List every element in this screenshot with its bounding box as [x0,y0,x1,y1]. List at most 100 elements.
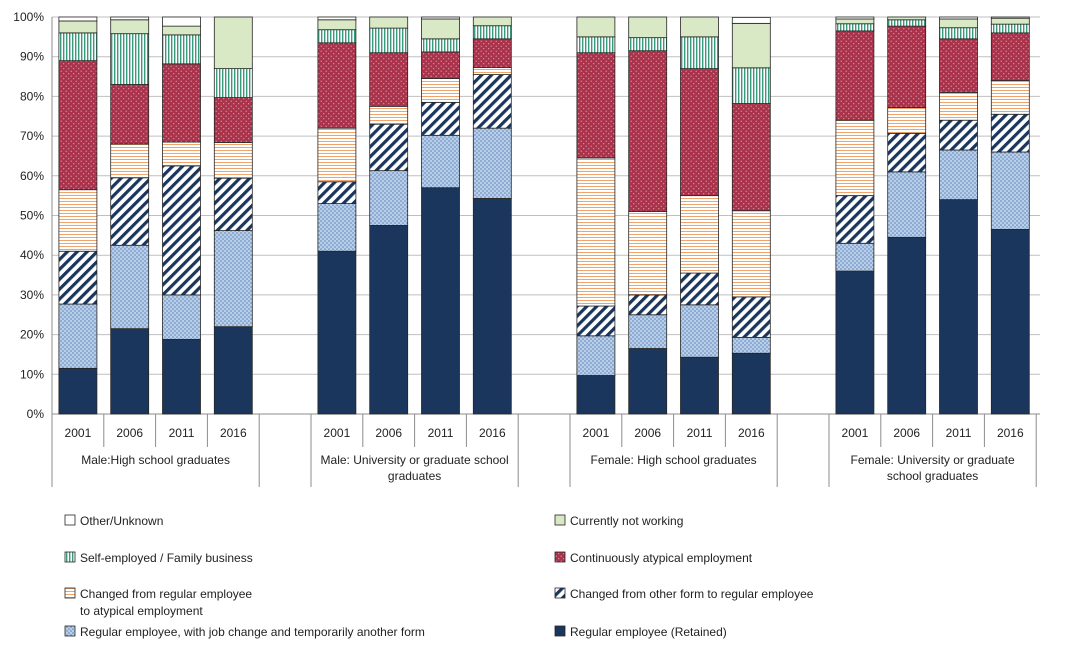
bar-segment-retained [887,236,927,415]
legend-item-atypical: Continuously atypical employment [554,551,753,565]
bar-segment-job_change [939,149,978,201]
x-tick-label: 2011 [428,426,454,440]
bar-segment-self_employed [58,32,98,62]
bar-segment-other_to_regular [939,119,978,151]
bar-segment-job_change [472,127,512,199]
bar-segment-regular_to_atypical [731,210,771,298]
bar-segment-job_change [162,294,201,340]
bar-segment-retained [939,199,978,415]
x-tick-label: 2006 [116,426,143,440]
bar-segment-self_employed [990,23,1030,34]
legend-label: Regular employee, with job change and te… [80,625,425,639]
bar-segment-self_employed [472,25,512,40]
legend-label: to atypical employment [80,604,203,618]
bar-segment-other_to_regular [731,296,771,338]
bar-segment-other_unknown [421,16,460,20]
legend-swatch [64,625,76,637]
bar-segment-job_change [58,303,98,369]
legend-label: Regular employee (Retained) [570,625,727,639]
bar-segment-other_to_regular [317,181,357,204]
bar-segment-atypical [472,38,512,68]
bar-segment-not_working [472,16,512,27]
y-tick-label: 20% [20,328,44,342]
bar-segment-not_working [576,16,616,38]
legend-swatch [64,587,76,599]
y-tick-label: 100% [13,10,44,24]
bar-segment-self_employed [731,67,771,104]
bar-segment-other_to_regular [990,113,1030,153]
legend-label: Continuously atypical employment [570,551,753,565]
bar-segment-regular_to_atypical [887,107,927,134]
bar-segment-other_unknown [110,16,150,21]
bar-segment-atypical [887,25,927,108]
x-tick-label: 2006 [893,426,920,440]
bar-segment-self_employed [576,36,616,54]
bar-segment-self_employed [835,23,875,32]
x-tick-label: 2011 [169,426,195,440]
x-tick-label: 2011 [687,426,713,440]
bar-segment-retained [731,352,771,415]
y-tick-label: 60% [20,169,44,183]
legend-item-regular_to_atypical: Changed from regular employee to atypical… [64,587,252,618]
bar-segment-retained [58,367,98,415]
legend-item-other_to_regular: Changed from other form to regular emplo… [554,587,814,601]
bar-segment-not_working [835,18,875,25]
bar-segment-regular_to_atypical [576,157,616,307]
bar-segment-self_employed [213,68,253,98]
bar-segment-not_working [369,16,409,29]
x-tick-label: 2011 [946,426,972,440]
bar-segment-other_to_regular [628,294,668,316]
bar-segment-regular_to_atypical [369,105,409,125]
bar-segment-regular_to_atypical [162,141,201,167]
x-tick-label: 2016 [220,426,247,440]
bar-segment-retained [576,375,616,415]
y-tick-label: 80% [20,89,44,103]
group-label: Male: University or graduate school [321,453,509,467]
bar-segment-job_change [680,304,719,358]
bar-segment-other_unknown [835,16,875,20]
legend-swatch [64,514,76,526]
bar-segment-job_change [628,314,668,349]
bar-segment-not_working [58,20,98,34]
bar-segment-other_to_regular [58,250,98,305]
bar-segment-atypical [680,68,719,197]
bar-segment-regular_to_atypical [472,67,512,75]
axes: 0% 10% 20% 30% 40% 50% 60% 70% 80% 90% 100% [13,10,1040,421]
y-tick-label: 40% [20,248,44,262]
bar-segment-other_unknown [939,16,978,20]
legend-swatch [554,625,566,637]
bar-segment-retained [421,187,460,415]
group-label: Male:High school graduates [81,453,230,467]
x-tick-label: 2016 [738,426,765,440]
group-label: graduates [388,469,441,483]
bar-segment-self_employed [939,27,978,40]
legend-swatch [64,551,76,563]
x-tick-label: 2016 [479,426,506,440]
bar-segment-job_change [369,170,409,226]
bar-segment-regular_to_atypical [939,92,978,121]
bar-segment-self_employed [110,33,150,85]
bar-segment-self_employed [369,27,409,54]
bar-segment-not_working [110,19,150,35]
bar-segment-retained [990,228,1030,415]
x-tick-label: 2006 [634,426,661,440]
bar-segment-not_working [680,16,719,38]
bar-segment-not_working [628,16,668,39]
bar-segment-regular_to_atypical [58,189,98,252]
bar-segment-other_to_regular [369,123,409,172]
bar-segment-regular_to_atypical [990,80,1030,115]
bar-segment-job_change [421,134,460,189]
bar-segment-atypical [576,52,616,159]
x-tick-label: 2001 [583,426,610,440]
bar-segment-retained [835,270,875,415]
legend-label: Changed from regular employee [80,587,252,601]
legend-item-not_working: Currently not working [554,514,683,528]
bar-segment-job_change [110,244,150,330]
legend-label: Other/Unknown [80,514,163,528]
bar-segment-not_working [162,25,201,36]
bar-segment-atypical [110,84,150,145]
legend: Other/Unknown Currently not working Self-e… [64,514,814,639]
bar-segment-atypical [317,42,357,129]
bar-segment-other_to_regular [421,101,460,136]
